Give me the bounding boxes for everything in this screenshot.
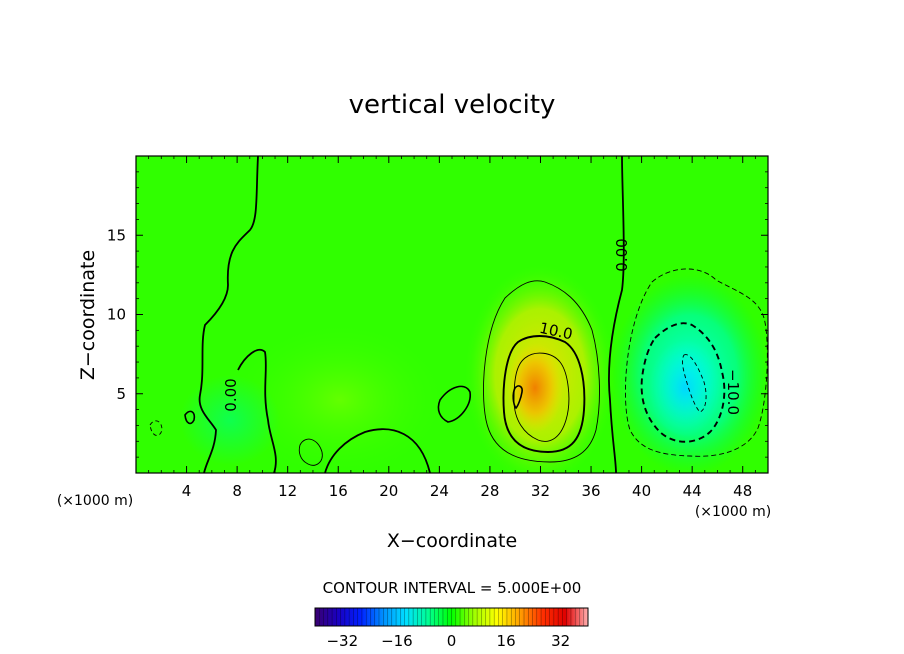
contour-label: 0.00 — [222, 378, 240, 411]
contour-lines — [149, 156, 768, 473]
y-tick-label: 10 — [107, 306, 126, 324]
x-tick-label: 24 — [430, 482, 449, 500]
x-tick-label: 36 — [581, 482, 600, 500]
colorbar: −32 −16 0 16 32 — [314, 607, 589, 650]
contour-twenty-updraft — [512, 385, 523, 410]
contour-label: −10.0 — [724, 369, 742, 415]
colorbar-tick-label: −32 — [326, 632, 358, 650]
x-tick-label: 40 — [632, 482, 651, 500]
x-axis: 4 8 12 16 20 24 28 32 36 40 44 48 — [148, 156, 756, 500]
chart-title: vertical velocity — [349, 90, 556, 120]
colorbar-tick-label: 16 — [497, 632, 516, 650]
contour-label: 0.00 — [613, 238, 631, 271]
y-axis: 5 10 15 — [107, 171, 768, 458]
x-tick-label: 20 — [379, 482, 398, 500]
updraft-core-shading — [507, 343, 563, 433]
contour-interval-label: CONTOUR INTERVAL = 5.000E+00 — [323, 579, 582, 597]
contour-zero-branch — [237, 348, 277, 473]
x-tick-label: 8 — [232, 482, 242, 500]
y-axis-title: Z−coordinate — [77, 250, 99, 380]
downdraft-core-shading — [649, 340, 721, 436]
contour-zero-left — [198, 156, 259, 473]
x-tick-label: 12 — [278, 482, 297, 500]
x-tick-label: 4 — [182, 482, 192, 500]
y-tick-label: 15 — [107, 226, 126, 244]
contour-minus-fifteen-downdraft — [682, 354, 707, 413]
field-teal-patch — [180, 375, 280, 465]
x-tick-label: 32 — [531, 482, 550, 500]
colorbar-tick-label: −16 — [381, 632, 413, 650]
x-tick-label: 28 — [480, 482, 499, 500]
contour-small-loop-4 — [184, 410, 196, 425]
colorbar-frame — [314, 607, 589, 627]
contour-ten-updraft — [502, 335, 586, 453]
colorbar-tick-label: 32 — [551, 632, 570, 650]
x-tick-label: 48 — [733, 482, 752, 500]
contour-fifteen-updraft — [513, 352, 570, 442]
x-tick-label: 44 — [683, 482, 702, 500]
contour-five-updraft — [483, 280, 600, 463]
y-unit-label: (×1000 m) — [57, 493, 133, 509]
x-unit-label: (×1000 m) — [695, 504, 771, 520]
y-tick-label: 5 — [116, 385, 126, 403]
colorbar-tick-label: 0 — [447, 632, 457, 650]
x-tick-label: 16 — [329, 482, 348, 500]
contour-zero-dome — [324, 428, 431, 473]
contour-small-loop-1 — [298, 438, 323, 466]
plot-area: 0.00 10.0 0.00 −10.0 — [136, 156, 768, 473]
contour-zero-right — [608, 156, 625, 473]
contour-small-loop-2 — [437, 385, 471, 423]
field-lime-band — [230, 320, 450, 473]
contour-minus-ten-downdraft — [640, 322, 726, 443]
x-axis-title: X−coordinate — [387, 530, 517, 552]
